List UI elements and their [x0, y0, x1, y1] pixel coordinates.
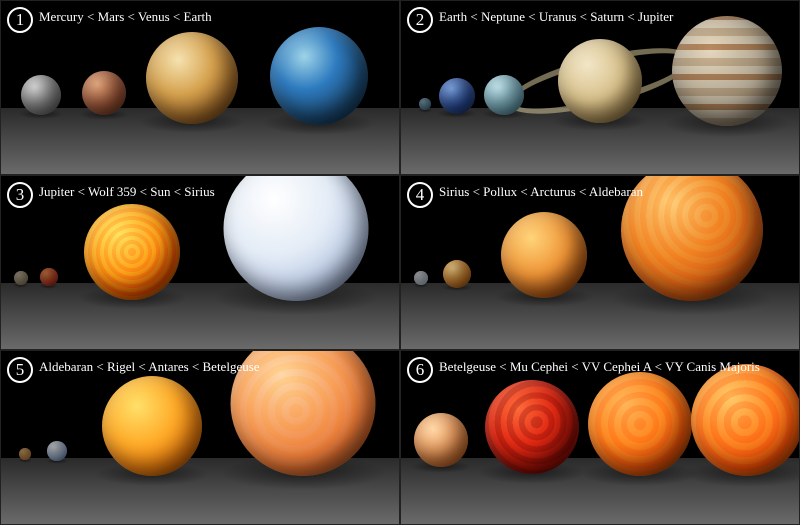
- body-uranus: [484, 75, 524, 115]
- panel-6: 6 Betelgeuse < Mu Cephei < VV Cephei A < …: [400, 350, 800, 525]
- bodies-stage: [401, 176, 799, 349]
- panel-number-badge: 2: [407, 7, 433, 33]
- panel-2: 2 Earth < Neptune < Uranus < Saturn < Jup…: [400, 0, 800, 175]
- panel-caption: Mercury < Mars < Venus < Earth: [39, 9, 212, 25]
- body-pollux: [443, 260, 471, 288]
- body-vy-canis-majoris: [691, 364, 800, 476]
- bodies-stage: [1, 1, 399, 174]
- bodies-stage: [1, 351, 399, 524]
- panel-number-badge: 5: [7, 357, 33, 383]
- panel-caption: Aldebaran < Rigel < Antares < Betelgeuse: [39, 359, 260, 375]
- body-betelgeuse: [414, 413, 468, 467]
- panel-number-badge: 3: [7, 182, 33, 208]
- body-jupiter: [672, 16, 782, 126]
- panel-caption: Sirius < Pollux < Arcturus < Aldebaran: [439, 184, 643, 200]
- body-arcturus: [501, 212, 587, 298]
- panel-3: 3 Jupiter < Wolf 359 < Sun < Sirius: [0, 175, 400, 350]
- body-sirius: [223, 175, 368, 301]
- body-mars: [82, 71, 126, 115]
- body-saturn: [558, 39, 642, 123]
- body-earth: [419, 98, 431, 110]
- panel-caption: Earth < Neptune < Uranus < Saturn < Jupi…: [439, 9, 673, 25]
- bodies-stage: [401, 1, 799, 174]
- comparison-grid: 1 Mercury < Mars < Venus < Earth 2 Earth < …: [0, 0, 800, 525]
- panel-1: 1 Mercury < Mars < Venus < Earth: [0, 0, 400, 175]
- panel-caption: Betelgeuse < Mu Cephei < VV Cephei A < V…: [439, 359, 760, 375]
- bodies-stage: [401, 351, 799, 524]
- body-jupiter: [14, 271, 28, 285]
- body-venus: [146, 32, 238, 124]
- bodies-stage: [1, 176, 399, 349]
- panel-number-badge: 4: [407, 182, 433, 208]
- body-rigel: [47, 441, 67, 461]
- body-aldebaran: [19, 448, 31, 460]
- body-wolf359: [40, 268, 58, 286]
- body-earth: [270, 27, 368, 125]
- body-mercury: [21, 75, 61, 115]
- panel-5: 5 Aldebaran < Rigel < Antares < Betelgeus…: [0, 350, 400, 525]
- panel-number-badge: 6: [407, 357, 433, 383]
- body-neptune: [439, 78, 475, 114]
- body-sirius: [414, 271, 428, 285]
- panel-caption: Jupiter < Wolf 359 < Sun < Sirius: [39, 184, 215, 200]
- panel-number-badge: 1: [7, 7, 33, 33]
- body-sun: [84, 204, 180, 300]
- panel-4: 4 Sirius < Pollux < Arcturus < Aldebaran: [400, 175, 800, 350]
- body-mu-cephei: [485, 380, 579, 474]
- body-vv-cephei-a: [588, 372, 692, 476]
- body-antares: [102, 376, 202, 476]
